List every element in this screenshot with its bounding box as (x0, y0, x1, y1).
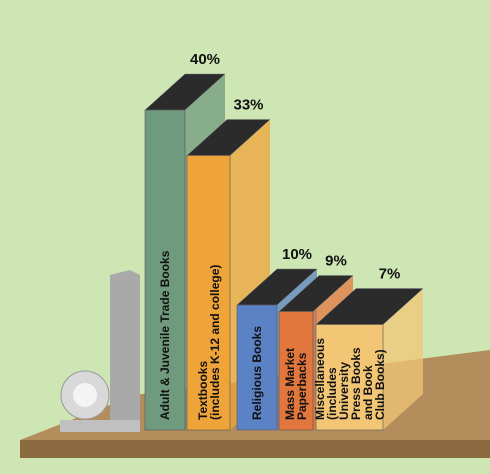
book-title: Adult & Juvenile Trade Books (158, 250, 172, 420)
value-label: 9% (325, 253, 347, 270)
value-label: 10% (282, 246, 312, 263)
bookend-base (60, 420, 140, 432)
bookend-ornament (73, 383, 97, 407)
book-spine (315, 324, 384, 431)
book-side (383, 288, 423, 430)
book-title: Miscellaneous (includes University Press… (312, 337, 387, 420)
book-spine (186, 155, 231, 431)
book-spine (278, 311, 314, 431)
book-title: Mass Market Paperbacks (283, 347, 309, 420)
book-spine (144, 109, 186, 431)
bookend (110, 270, 140, 430)
value-label: 40% (190, 51, 220, 68)
book-title: Textbooks (includes K-12 and college) (195, 264, 222, 420)
shelf-front (20, 440, 490, 458)
book-spine (236, 304, 278, 431)
value-label: 33% (233, 97, 263, 114)
value-label: 7% (379, 266, 401, 283)
book-title: Religious Books (250, 325, 264, 420)
